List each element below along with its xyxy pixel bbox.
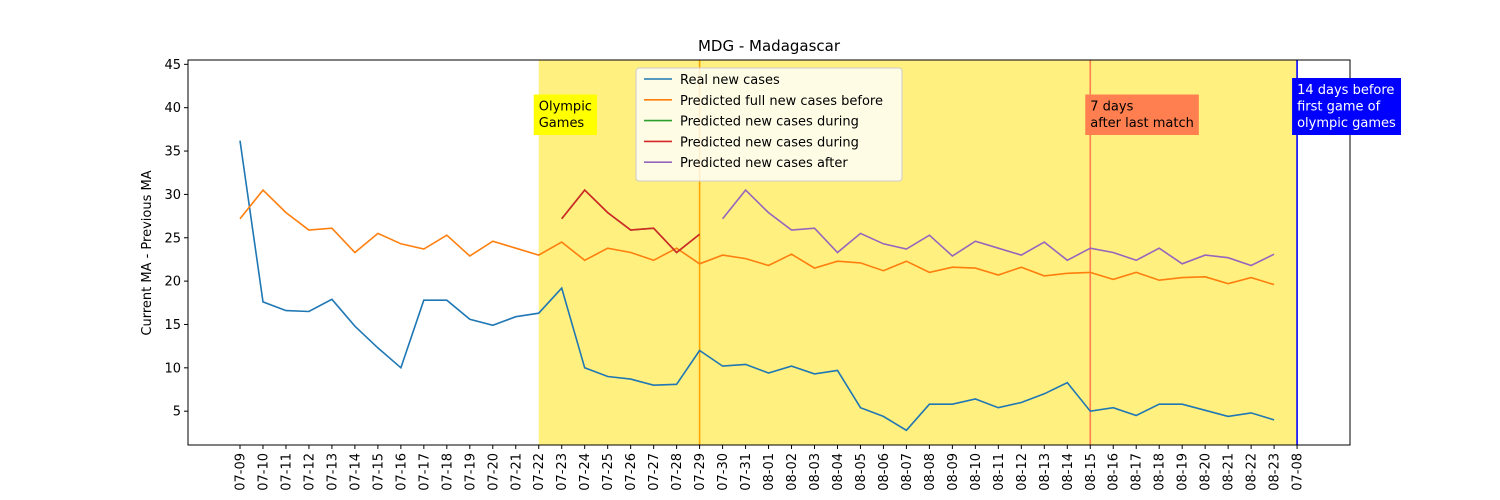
annotation: 14 days before first game of olympic games [1292,78,1402,135]
y-tick-label: 15 [164,318,181,333]
x-tick-label: 07-29 [693,453,708,491]
series-line [561,188,701,254]
legend-label: Predicted new cases after [680,156,848,171]
x-tick-label: 08-15 [1084,453,1099,491]
annotation-line: 7 days [1090,100,1133,115]
x-tick-label: 07-31 [739,453,754,491]
x-tick-label: 07-15 [371,453,386,491]
y-tick-label: 40 [164,101,181,116]
x-tick-label: 07-12 [302,453,317,491]
x-tick-label: 07-25 [601,453,616,491]
x-tick-label: 08-09 [946,453,961,491]
y-tick-label: 20 [164,275,181,290]
x-tick-label: 08-22 [1245,453,1260,491]
x-tick-label: 08-04 [831,453,846,491]
legend-label: Predicted full new cases before [680,94,883,109]
y-tick-label: 5 [173,405,181,420]
x-tick-label: 07-27 [647,453,662,491]
annotation: 7 days after last match [1085,94,1199,135]
y-tick-label: 10 [164,361,181,376]
legend-label: Real new cases [680,73,780,88]
x-tick-label: 08-19 [1176,453,1191,491]
x-tick-label: 08-07 [900,453,915,491]
x-tick-label: 07-24 [578,453,593,491]
x-tick-label: 08-14 [1061,453,1076,491]
x-tick-label: 08-18 [1153,453,1168,491]
x-tick-label: 07-30 [716,453,731,491]
legend: Real new cases Predicted full new cases b… [635,67,903,182]
series-line [721,188,1275,267]
annotation-line: after last match [1090,116,1194,131]
y-axis-label: Current MA - Previous MA [140,170,155,335]
series-line [239,140,1275,432]
annotation-text: 7 days after last match [1090,100,1194,132]
annotation-line: Games [539,116,585,131]
x-tick-label: 07-08 [1291,453,1306,491]
annotation-text: 14 days before first game of olympic games [1297,83,1396,131]
legend-label: Predicted new cases during [680,135,859,150]
x-tick-label: 08-08 [923,453,938,491]
chart-title: MDG - Madagascar [698,37,841,55]
y-tick-label: 45 [164,58,181,73]
y-tick-label: 30 [164,188,181,203]
x-tick-label: 07-23 [555,453,570,491]
x-tick-label: 07-26 [624,453,639,491]
x-tick-label: 07-22 [532,453,547,491]
x-tick-label: 08-06 [877,453,892,491]
x-tick-label: 07-20 [486,453,501,491]
annotation-text: Olympic Games [539,100,592,132]
x-tick-label: 07-10 [256,453,271,491]
legend-label: Predicted new cases during [680,115,859,130]
x-tick-label: 08-01 [762,453,777,491]
x-tick-label: 07-17 [417,453,432,491]
annotation-box [533,94,597,135]
annotation: Olympic Games [533,94,597,135]
x-tick-label: 08-16 [1107,453,1122,491]
x-tick-label: 08-10 [969,453,984,491]
x-tick-label: 08-17 [1130,453,1145,491]
x-tick-label: 07-21 [509,453,524,491]
annotation-line: Olympic [539,100,592,115]
x-tick-label: 07-11 [279,453,294,491]
x-tick-label: 08-21 [1222,453,1237,491]
annotation-box [1292,78,1402,135]
y-tick-label: 35 [164,145,181,160]
x-tick-label: 08-03 [808,453,823,491]
x-tick-label: 08-23 [1268,453,1283,491]
x-tick-label: 08-20 [1199,453,1214,491]
annotation-line: first game of [1297,100,1381,115]
annotation-line: 14 days before [1297,83,1394,98]
x-tick-label: 07-18 [440,453,455,491]
x-tick-label: 07-28 [670,453,685,491]
x-tick-label: 07-19 [463,453,478,491]
annotation-line: olympic games [1297,116,1396,131]
x-tick-label: 07-13 [325,453,340,491]
x-tick-label: 08-11 [992,453,1007,491]
x-tick-label: 07-16 [394,453,409,491]
annotation-box [1085,94,1199,135]
series-line [239,188,1275,286]
y-tick-label: 25 [164,231,181,246]
x-tick-label: 08-12 [1015,453,1030,491]
x-tick-label: 07-09 [234,453,249,491]
x-tick-label: 08-05 [854,453,869,491]
x-tick-label: 07-14 [348,453,363,491]
legend-box [635,67,903,182]
x-tick-label: 08-02 [785,453,800,491]
x-tick-label: 08-13 [1038,453,1053,491]
